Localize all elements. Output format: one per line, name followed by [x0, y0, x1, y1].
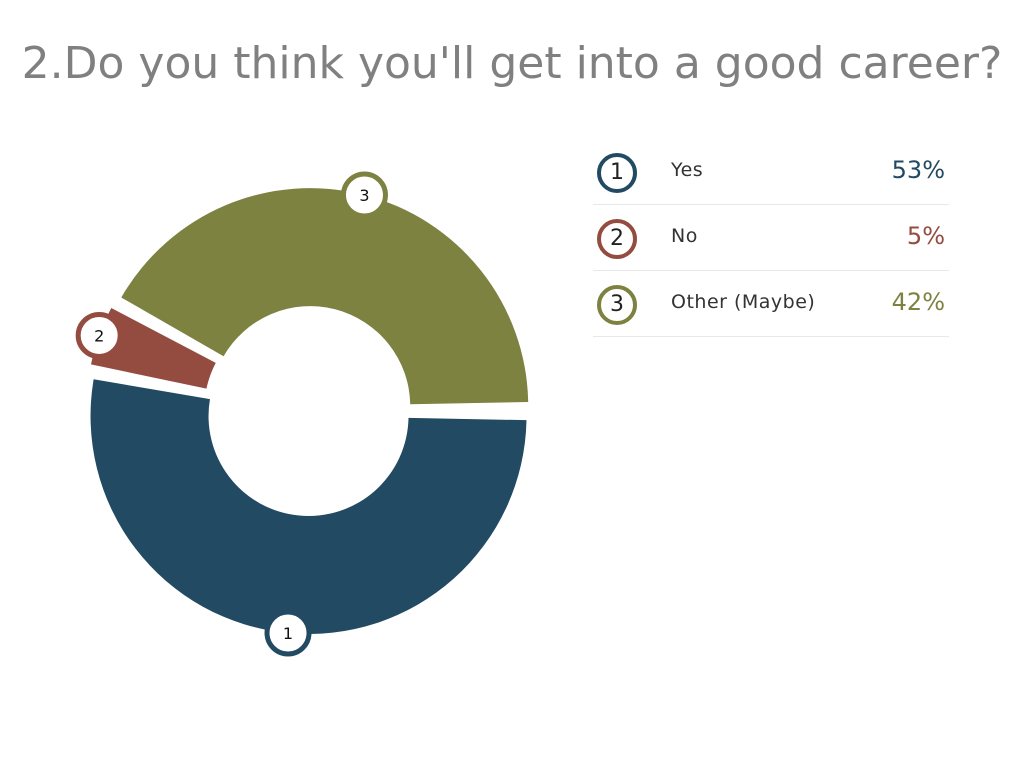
legend-item-no[interactable]: 2 No 5% [593, 205, 949, 271]
slice-number-label: 2 [94, 326, 104, 345]
legend-percentage: 42% [891, 288, 945, 316]
chart-title: 2.Do you think you'll get into a good ca… [21, 38, 1003, 89]
slice-number-label: 3 [359, 186, 369, 205]
donut-slice-other-maybe[interactable] [121, 188, 529, 405]
donut-chart: 1 2 3 [75, 171, 529, 657]
chart-legend: 1 Yes 53% 2 No 5% 3 Other (Maybe) 42% [593, 139, 949, 337]
slice-number-badge: 3 [340, 171, 388, 219]
legend-percentage: 5% [906, 222, 945, 250]
donut-slice-yes[interactable] [90, 379, 527, 634]
legend-label: Other (Maybe) [671, 291, 816, 313]
legend-number-badge: 1 [597, 153, 637, 193]
legend-number-badge: 3 [597, 285, 637, 325]
slice-number-badge: 2 [75, 311, 123, 359]
donut-slice-no[interactable] [90, 307, 216, 389]
legend-item-yes[interactable]: 1 Yes 53% [593, 139, 949, 205]
legend-number-badge: 2 [597, 219, 637, 259]
slice-number-label: 1 [283, 624, 293, 643]
legend-percentage: 53% [891, 156, 945, 184]
legend-label: Yes [671, 159, 704, 181]
legend-label: No [671, 225, 698, 247]
slice-number-badge: 1 [264, 609, 312, 657]
slice-badge-circle [340, 171, 388, 219]
legend-item-other-maybe[interactable]: 3 Other (Maybe) 42% [593, 271, 949, 337]
slice-badge-circle [264, 609, 312, 657]
slice-badge-circle [75, 311, 123, 359]
